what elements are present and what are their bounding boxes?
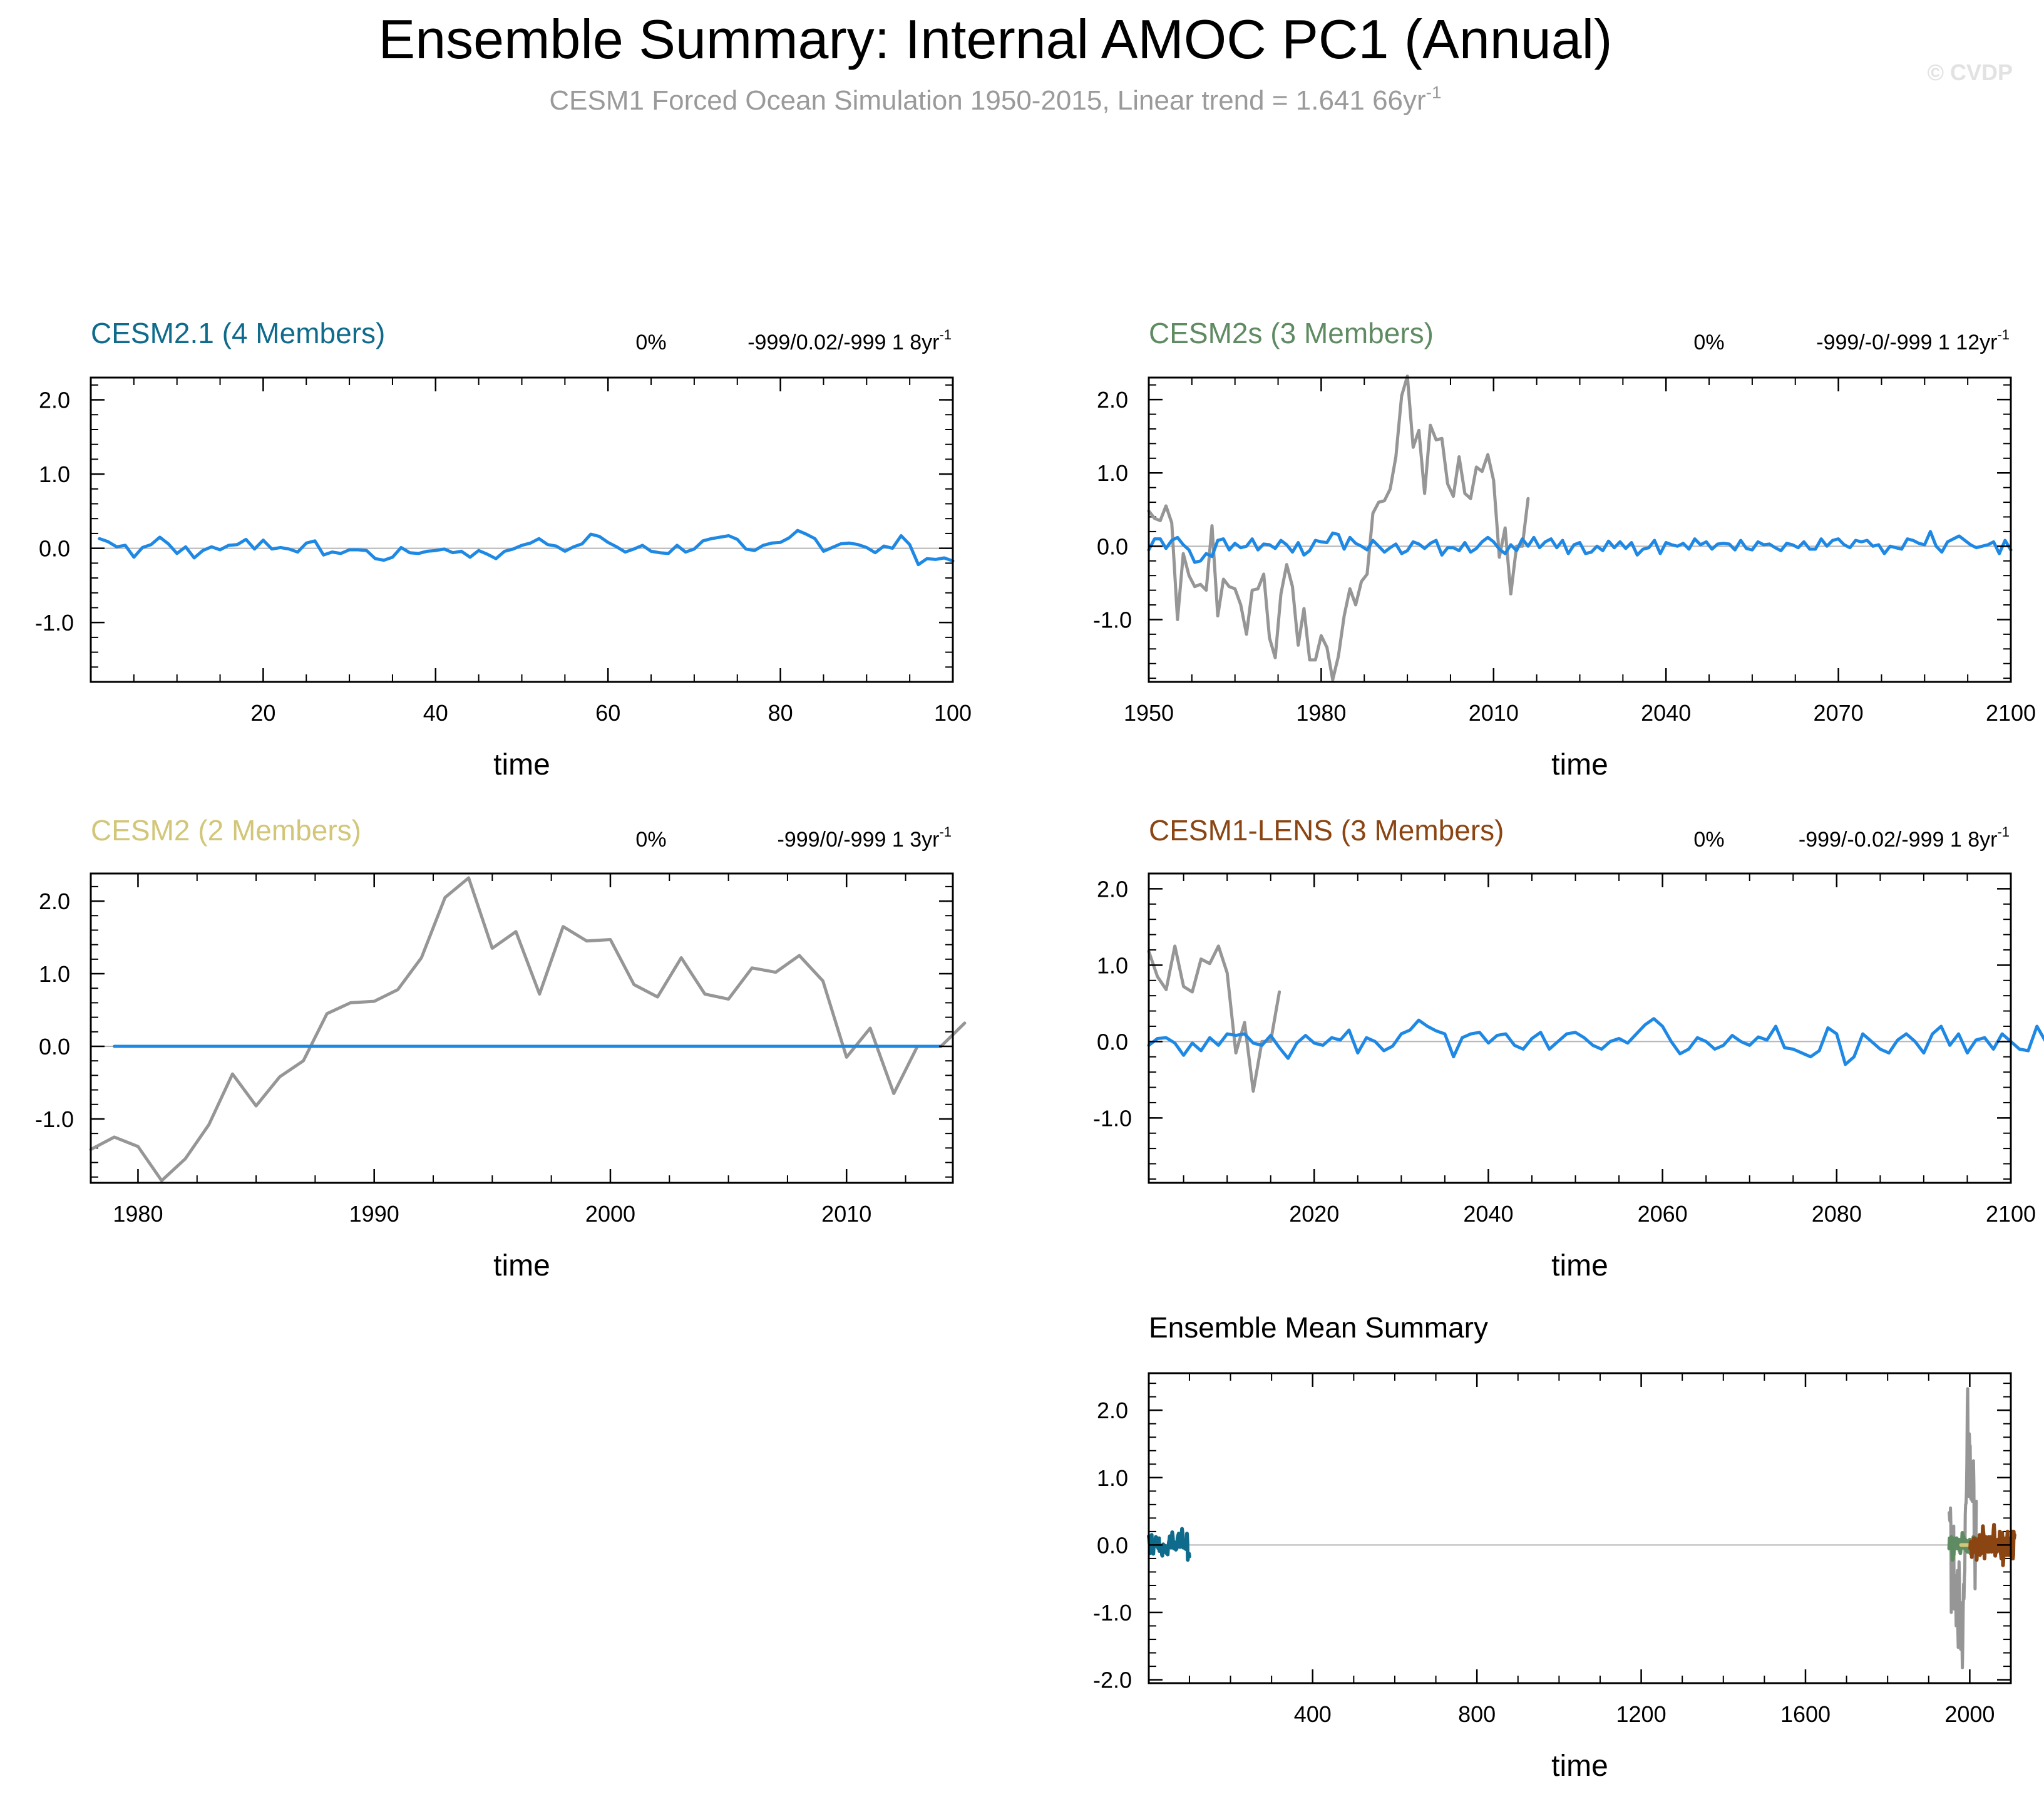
series-line-observations <box>1147 944 1281 1093</box>
series-line-ensemble-mean <box>1147 1017 2044 1066</box>
y-tick-label: 1.0 <box>39 961 70 987</box>
panel-stats-superscript: -1 <box>939 824 952 840</box>
series-line-observations <box>89 876 967 1182</box>
plot-frame <box>1148 1372 2012 1684</box>
x-tick-label: 1990 <box>349 1201 399 1227</box>
series-line-cesm2-1 <box>1147 1527 1191 1562</box>
y-tick-label: 0.0 <box>39 1034 70 1059</box>
x-tick-label: 2040 <box>1641 700 1691 726</box>
x-axis-label: time <box>1551 748 1608 781</box>
series-line-observations <box>1948 1387 1978 1669</box>
chart-panel-1: 2.0 1.0 0.0 -1.0 20 40 60 80 100 time CESM2.1 (4 M… <box>35 317 972 781</box>
x-tick-label: 1980 <box>113 1201 163 1227</box>
panel-percent: 0% <box>635 331 666 354</box>
chart-panel-5: 2.0 1.0 0.0 -1.0 -2.0 400 800 1200 1600 2000 time E… <box>1093 1311 2016 1783</box>
subtitle-superscript: -1 <box>1426 83 1442 102</box>
panel-stats: -999/0.02/-999 1 8yr-1 <box>747 327 952 354</box>
x-axis-label: time <box>1551 1249 1608 1282</box>
x-axis-label: time <box>493 748 550 781</box>
y-tick-label: -1.0 <box>35 610 74 636</box>
x-tick-label: 60 <box>595 700 620 726</box>
x-tick-label: 400 <box>1294 1701 1332 1727</box>
series-line-observations <box>1147 374 1530 681</box>
y-tick-label: 0.0 <box>1097 1532 1128 1558</box>
x-tick-label: 100 <box>934 700 972 726</box>
figure-subtitle: CESM1 Forced Ocean Simulation 1950-2015,… <box>549 83 1441 116</box>
x-tick-label: 800 <box>1458 1701 1496 1727</box>
plot-frame <box>90 872 954 1184</box>
panel-stats-text: -999/0/-999 1 3yr <box>778 828 940 852</box>
chart-panel-3: 2.0 1.0 0.0 -1.0 1980 1990 2000 2010 time CESM2 (… <box>35 814 967 1282</box>
panel-stats-text: -999/-0/-999 1 12yr <box>1816 331 1997 354</box>
x-axis-label: time <box>493 1249 550 1282</box>
panel-title: CESM2.1 (4 Members) <box>91 317 385 349</box>
panel-title: CESM2 (2 Members) <box>91 814 361 847</box>
plot-frame <box>1148 376 2012 683</box>
y-tick-label: 2.0 <box>39 889 70 914</box>
panel-percent: 0% <box>1693 828 1724 852</box>
x-tick-label: 2020 <box>1289 1201 1339 1227</box>
x-tick-label: 2100 <box>1986 700 2036 726</box>
x-tick-label: 2000 <box>1944 1701 1995 1727</box>
x-tick-label: 1600 <box>1780 1701 1831 1727</box>
panel-stats-superscript: -1 <box>1997 824 2010 840</box>
panel-percent: 0% <box>635 828 666 852</box>
panel-stats-text: -999/0.02/-999 1 8yr <box>747 331 939 354</box>
x-tick-label: 1980 <box>1296 700 1346 726</box>
y-tick-label: 2.0 <box>1097 876 1128 902</box>
panel-title: CESM2s (3 Members) <box>1149 317 1434 349</box>
series-line-cesm1-lens <box>1968 1523 2016 1567</box>
panel-title: CESM1-LENS (3 Members) <box>1149 814 1504 847</box>
y-tick-label: -1.0 <box>1093 1105 1132 1131</box>
y-tick-label: 1.0 <box>1097 952 1128 978</box>
panel-stats-superscript: -1 <box>939 327 952 343</box>
x-axis-label: time <box>1551 1750 1608 1783</box>
x-tick-label: 2080 <box>1812 1201 1862 1227</box>
watermark: © CVDP <box>1927 59 2013 85</box>
y-tick-label: -1.0 <box>35 1106 74 1132</box>
x-tick-label: 2010 <box>1469 700 1519 726</box>
panel-stats: -999/-0.02/-999 1 8yr-1 <box>1799 824 2010 852</box>
x-tick-label: 2000 <box>585 1201 635 1227</box>
x-tick-label: 2070 <box>1814 700 1864 726</box>
series-line-ensemble-mean <box>98 528 955 567</box>
figure-title: Ensemble Summary: Internal AMOC PC1 (Ann… <box>379 8 1613 70</box>
panel-stats: -999/-0/-999 1 12yr-1 <box>1816 327 2010 354</box>
chart-panel-4: 2.0 1.0 0.0 -1.0 2020 2040 2060 2080 2100 time CES… <box>1093 814 2044 1282</box>
panel-stats: -999/0/-999 1 3yr-1 <box>778 824 952 852</box>
x-tick-label: 80 <box>768 700 793 726</box>
x-tick-label: 20 <box>250 700 275 726</box>
y-tick-label: 1.0 <box>1097 460 1128 486</box>
y-tick-label: 0.0 <box>1097 533 1128 559</box>
panel-stats-superscript: -1 <box>1997 327 2010 343</box>
y-tick-label: -1.0 <box>1093 607 1132 632</box>
y-tick-label: 1.0 <box>39 461 70 487</box>
plot-frame <box>90 376 954 683</box>
x-tick-label: 2100 <box>1986 1201 2036 1227</box>
y-tick-label: 2.0 <box>1097 387 1128 413</box>
y-tick-label: -1.0 <box>1093 1600 1132 1626</box>
y-tick-label: 0.0 <box>1097 1029 1128 1054</box>
subtitle-text: CESM1 Forced Ocean Simulation 1950-2015,… <box>549 85 1425 116</box>
x-tick-label: 40 <box>423 700 448 726</box>
y-tick-label: -2.0 <box>1093 1667 1132 1693</box>
panel-title: Ensemble Mean Summary <box>1149 1311 1488 1344</box>
chart-panel-2: 2.0 1.0 0.0 -1.0 1950 1980 2010 2040 2070 2100 tim… <box>1093 317 2036 781</box>
y-tick-label: 0.0 <box>39 536 70 562</box>
x-tick-label: 2010 <box>821 1201 871 1227</box>
y-tick-label: 2.0 <box>1097 1398 1128 1423</box>
plot-frame <box>1148 872 2012 1184</box>
y-tick-label: 2.0 <box>39 388 70 413</box>
x-tick-label: 2040 <box>1463 1201 1513 1227</box>
panel-stats-text: -999/-0.02/-999 1 8yr <box>1799 828 1998 852</box>
panel-percent: 0% <box>1693 331 1724 354</box>
x-tick-label: 1200 <box>1616 1701 1667 1727</box>
x-tick-label: 1950 <box>1124 700 1174 726</box>
x-tick-label: 2060 <box>1638 1201 1688 1227</box>
series-line-ensemble-mean <box>1147 530 2013 564</box>
y-tick-label: 1.0 <box>1097 1465 1128 1491</box>
